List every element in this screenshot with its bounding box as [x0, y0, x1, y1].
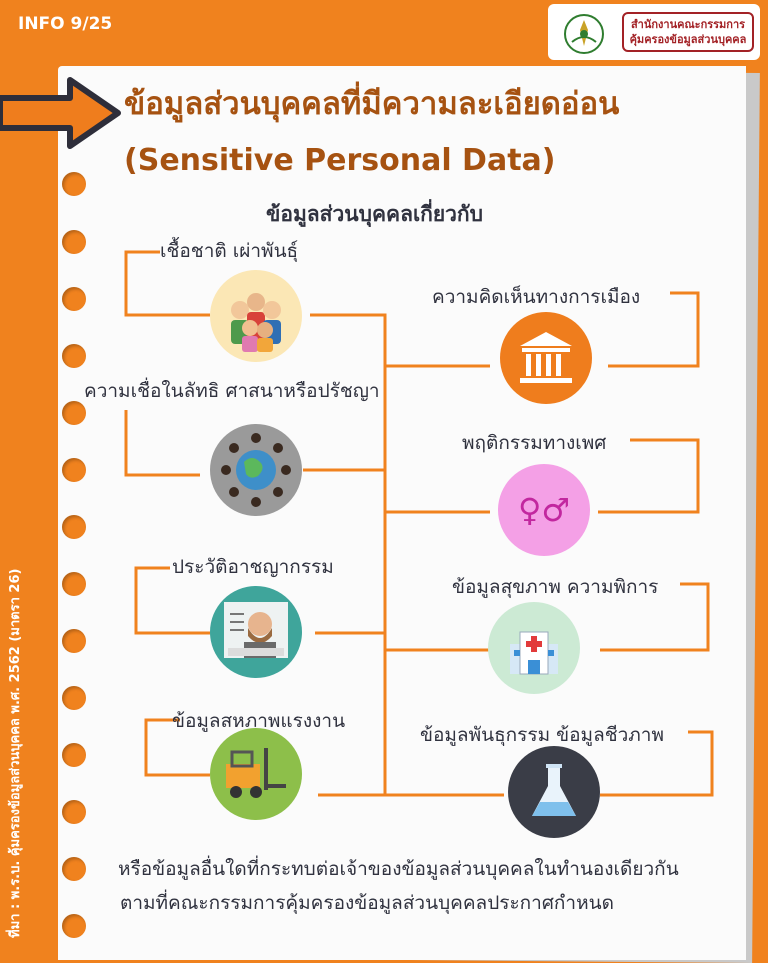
forklift-icon — [210, 728, 302, 820]
title-thai: ข้อมูลส่วนบุคคลที่มีความละเอียดอ่อน — [124, 86, 620, 122]
label-political-opinion: ความคิดเห็นทางการเมือง — [432, 286, 641, 308]
org-line1: สำนักงานคณะกรรมการ — [630, 18, 746, 31]
badge: INFO 9/25 — [18, 14, 113, 34]
gender-symbols-icon: ♀♂ — [498, 464, 590, 556]
label-health-disability: ข้อมูลสุขภาพ ความพิการ — [452, 576, 659, 598]
org-name: สำนักงานคณะกรรมการ คุ้มครองข้อมูลส่วนบุค… — [622, 12, 754, 52]
label-criminal-record: ประวัติอาชญากรรม — [172, 556, 334, 578]
label-trade-union: ข้อมูลสหภาพแรงงาน — [172, 710, 346, 732]
label-religion: ความเชื่อในลัทธิ ศาสนาหรือปรัชญา — [84, 380, 380, 402]
hospital-icon — [488, 602, 580, 694]
title-english: (Sensitive Personal Data) — [124, 143, 556, 178]
footer-line2: ตามที่คณะกรรมการคุ้มครองข้อมูลส่วนบุคคลป… — [120, 892, 614, 914]
pdpc-emblem-icon — [564, 14, 604, 54]
lab-flask-icon — [508, 746, 600, 838]
arrow-icon — [0, 77, 121, 149]
label-sexual-behavior: พฤติกรรมทางเพศ — [462, 432, 607, 454]
globe-religions-icon — [210, 424, 302, 516]
subtitle: ข้อมูลส่วนบุคคลเกี่ยวกับ — [266, 202, 483, 226]
label-genetic-biometric: ข้อมูลพันธุกรรม ข้อมูลชีวภาพ — [420, 724, 665, 746]
ethnic-people-icon — [210, 270, 302, 362]
criminal-mugshot-icon — [210, 586, 302, 678]
footer-line1: หรือข้อมูลอื่นใดที่กระทบต่อเจ้าของข้อมูล… — [118, 858, 679, 880]
label-ethnicity: เชื้อชาติ เผ่าพันธุ์ — [160, 240, 299, 262]
government-building-icon — [500, 312, 592, 404]
org-line2: คุ้มครองข้อมูลส่วนบุคคล — [629, 33, 747, 46]
